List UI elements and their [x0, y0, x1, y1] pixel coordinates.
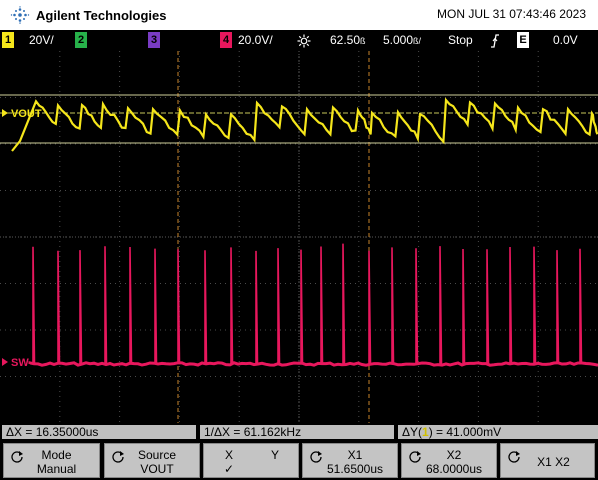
timebase-value: 5.000 [383, 33, 414, 47]
timebase: 5.000ß/ [383, 33, 421, 47]
x2-value: 68.0000us [425, 462, 483, 476]
ch2-indicator[interactable]: 2 [75, 32, 87, 48]
ch1-indicator[interactable]: 1 [2, 32, 14, 48]
ch3-indicator[interactable]: 3 [148, 32, 160, 48]
ch4-indicator[interactable]: 4 [220, 32, 232, 48]
mode-softkey[interactable]: Mode Manual [3, 443, 100, 478]
agilent-logo-icon [10, 6, 30, 24]
sw-label: SW [11, 357, 29, 369]
brand: Agilent Technologies [10, 6, 167, 24]
ch1-ground-marker-icon [2, 109, 8, 117]
trigger-source-indicator[interactable]: E [517, 32, 529, 48]
inverse-delta-x-readout: 1/ΔX = 61.162kHz [200, 425, 394, 439]
sw-waveform [32, 243, 583, 365]
x2-label: X2 [446, 448, 462, 462]
xy-softkey[interactable]: X Y ✓ [203, 443, 299, 478]
ch4-ground-marker-icon [2, 358, 8, 366]
brand-name: Agilent Technologies [36, 7, 167, 23]
rotate-knob-icon [11, 451, 23, 463]
x-selected-checkmark: ✓ [223, 462, 235, 476]
trigger-delay-icon [297, 34, 311, 48]
graticule [0, 51, 598, 423]
x1-label: X1 [347, 448, 363, 462]
source-label: Source [137, 448, 177, 462]
x1x2-label: X1 X2 [537, 455, 570, 469]
ch1-scale: 20V/ [29, 33, 54, 47]
delta-y-readout: ΔY(1) = 41.000mV [398, 425, 598, 439]
title-bar: Agilent Technologies MON JUL 31 07:43:46… [0, 0, 598, 30]
mode-value: Manual [36, 462, 77, 476]
vout-waveform [11, 97, 598, 152]
trigger-delay-unit-icon: ß [360, 36, 366, 46]
rotate-knob-icon [409, 451, 421, 463]
trigger-delay-value: 62.50 [330, 33, 361, 47]
waveform-display: VOUT SW [0, 51, 598, 423]
delta-y-channel: 1 [422, 425, 429, 439]
measurement-bar: ΔX = 16.35000us 1/ΔX = 61.162kHz ΔY(1) =… [0, 423, 598, 441]
rotate-knob-icon [310, 451, 322, 463]
delta-y-value: ) = 41.000mV [428, 425, 502, 439]
sw-baseline [28, 361, 598, 367]
x-option: X [224, 448, 233, 462]
trigger-level: 0.0V [553, 33, 578, 47]
status-bar: 1 20V/ 2 3 4 20.0V/ 62.50ß 5.000ß/ Stop … [0, 30, 598, 51]
delta-x-readout: ΔX = 16.35000us [2, 425, 196, 439]
ch1-scale-value: 20 [29, 33, 43, 47]
x2-softkey[interactable]: X2 68.0000us [401, 443, 497, 478]
source-value: VOUT [140, 462, 174, 476]
rotate-knob-icon [112, 451, 124, 463]
trigger-edge-icon [491, 34, 499, 48]
mode-label: Mode [41, 448, 72, 462]
rotate-knob-icon [508, 451, 520, 463]
ch4-scale: 20.0V/ [238, 33, 273, 47]
delta-y-prefix: ΔY( [402, 425, 423, 439]
x1-softkey[interactable]: X1 51.6500us [302, 443, 398, 478]
vout-label: VOUT [11, 108, 42, 120]
datetime: MON JUL 31 07:43:46 2023 [437, 7, 586, 21]
ch1-scale-unit: V/ [42, 33, 54, 47]
y-option: Y [270, 448, 279, 462]
run-state: Stop [448, 33, 473, 47]
x1-value: 51.6500us [326, 462, 384, 476]
trigger-delay: 62.50ß [330, 33, 366, 47]
softkey-bar: Mode Manual Source VOUT X Y ✓ X1 51.6500… [0, 441, 598, 480]
timebase-unit-icon: ß/ [413, 36, 422, 46]
x1x2-softkey[interactable]: X1 X2 [500, 443, 595, 478]
source-softkey[interactable]: Source VOUT [104, 443, 200, 478]
